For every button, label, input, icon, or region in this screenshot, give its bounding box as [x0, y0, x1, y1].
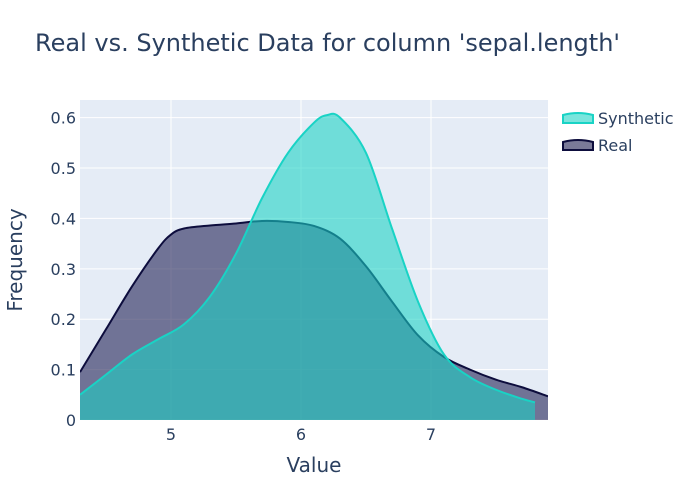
- legend-item-synthetic[interactable]: Synthetic: [562, 109, 674, 128]
- x-axis-label: Value: [287, 453, 342, 477]
- chart-title: Real vs. Synthetic Data for column 'sepa…: [35, 29, 620, 57]
- series-areas: [80, 112, 548, 420]
- x-tick-label: 6: [296, 425, 306, 444]
- synthetic-series-area[interactable]: [80, 113, 535, 420]
- y-tick-label: 0.4: [51, 209, 76, 228]
- x-tick-label: 5: [166, 425, 176, 444]
- legend[interactable]: Synthetic Real: [562, 109, 674, 155]
- y-tick-label: 0: [66, 411, 76, 430]
- x-tick-labels: 5 6 7: [166, 425, 436, 444]
- legend-swatch-real: [562, 139, 594, 151]
- y-tick-label: 0.5: [51, 159, 76, 178]
- x-tick-label: 7: [426, 425, 436, 444]
- legend-label-real: Real: [598, 136, 633, 155]
- legend-label-synthetic: Synthetic: [598, 109, 674, 128]
- y-tick-labels: 0 0.1 0.2 0.3 0.4 0.5 0.6: [51, 109, 76, 430]
- y-tick-label: 0.1: [51, 361, 76, 380]
- y-tick-label: 0.6: [51, 109, 76, 128]
- legend-swatch-synthetic: [562, 112, 594, 124]
- synthetic-series-line[interactable]: [80, 112, 536, 404]
- y-tick-label: 0.2: [51, 310, 76, 329]
- y-tick-label: 0.3: [51, 260, 76, 279]
- y-axis-label: Frequency: [3, 208, 27, 311]
- legend-item-real[interactable]: Real: [562, 136, 633, 155]
